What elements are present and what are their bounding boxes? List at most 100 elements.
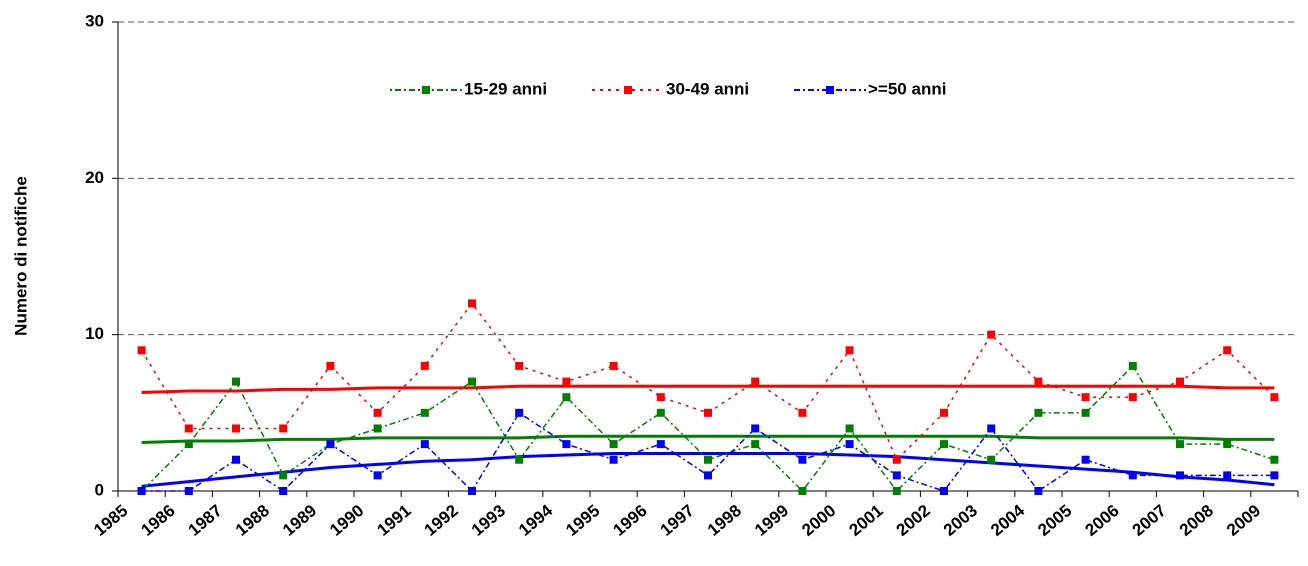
data-point [184, 487, 193, 495]
data-point [987, 455, 996, 464]
data-point [373, 471, 382, 480]
data-point [1176, 440, 1184, 449]
y-tick-label: 20 [85, 168, 104, 187]
data-point [468, 299, 476, 308]
data-point [1081, 455, 1090, 464]
data-point [845, 346, 854, 355]
data-point [751, 377, 760, 386]
data-point [751, 424, 760, 433]
legend-label: >=50 anni [868, 79, 946, 98]
data-point [1176, 377, 1184, 386]
data-point [940, 440, 948, 449]
x-tick-label: 1999 [751, 501, 792, 540]
data-point [1034, 408, 1043, 417]
x-tick-label: 1995 [562, 501, 603, 540]
data-point [137, 346, 146, 355]
data-point [184, 440, 193, 449]
data-point [1081, 408, 1090, 417]
data-point [845, 440, 854, 449]
data-point [420, 408, 429, 417]
x-tick-label: 1985 [90, 501, 131, 540]
data-point [1270, 471, 1279, 480]
data-point [1081, 393, 1090, 402]
data-point [656, 393, 665, 402]
data-point [609, 440, 618, 449]
x-tick-label: 1994 [515, 501, 557, 540]
data-point [279, 487, 288, 495]
x-tick-label: 1987 [185, 501, 226, 540]
legend-label: 15-29 anni [464, 79, 547, 98]
data-point [420, 440, 429, 449]
x-tick-label: 1997 [657, 501, 698, 540]
x-tick-label: 2006 [1081, 501, 1122, 540]
data-point [940, 408, 948, 417]
y-axis-label: Numero di notifiche [11, 176, 30, 336]
data-point [892, 471, 901, 480]
x-tick-label: 1998 [704, 501, 745, 540]
data-point [279, 471, 288, 480]
data-point [656, 408, 665, 417]
data-point [1128, 471, 1137, 480]
x-tick-label: 2004 [987, 501, 1029, 540]
data-point [515, 361, 524, 370]
data-point [562, 377, 571, 386]
data-point [1270, 393, 1279, 402]
x-tick-label: 1996 [609, 501, 650, 540]
data-point [420, 361, 429, 370]
data-point [1128, 393, 1137, 402]
x-tick-label: 2001 [845, 501, 886, 540]
y-tick-label: 10 [85, 324, 104, 343]
data-point [373, 424, 382, 433]
data-point [1034, 487, 1043, 495]
data-point [940, 487, 948, 495]
data-point [232, 377, 240, 386]
data-point [798, 455, 807, 464]
data-point [326, 361, 335, 370]
x-tick-label: 1992 [421, 501, 462, 540]
data-point [1270, 455, 1279, 464]
data-point [468, 487, 476, 495]
x-tick-label: 2009 [1223, 501, 1264, 540]
data-point [562, 393, 571, 402]
x-tick-label: 2005 [1034, 501, 1075, 540]
data-point [515, 455, 524, 464]
data-point [232, 455, 240, 464]
x-tick-label: 1990 [326, 501, 367, 540]
data-point [515, 408, 524, 417]
data-point [987, 424, 996, 433]
data-point [798, 487, 807, 495]
data-point [704, 455, 712, 464]
legend-marker [826, 86, 834, 94]
x-tick-label: 1988 [232, 501, 273, 540]
data-point [562, 440, 571, 449]
data-point [609, 361, 618, 370]
trend-line [141, 434, 1275, 445]
data-point [892, 487, 901, 495]
x-tick-label: 1986 [137, 501, 178, 540]
legend-marker [624, 86, 632, 94]
data-point [704, 408, 712, 417]
trend-line [141, 451, 1275, 488]
data-point [1176, 471, 1184, 480]
data-point [845, 424, 854, 433]
data-point [798, 408, 807, 417]
x-tick-label: 2000 [798, 501, 839, 540]
data-point [892, 455, 901, 464]
x-tick-label: 2007 [1129, 501, 1170, 540]
x-tick-label: 1993 [468, 501, 509, 540]
data-point [609, 455, 618, 464]
data-point [373, 408, 382, 417]
data-point [987, 330, 996, 339]
data-point [1223, 471, 1232, 480]
data-point [232, 424, 240, 433]
y-tick-label: 0 [95, 480, 104, 499]
x-tick-label: 2008 [1176, 501, 1217, 540]
trend-line [141, 384, 1275, 395]
y-tick-label: 30 [85, 11, 104, 30]
legend-label: 30-49 anni [666, 79, 749, 98]
data-point [326, 440, 335, 449]
data-point [1128, 361, 1137, 370]
legend-marker [422, 86, 430, 94]
data-point [468, 377, 476, 386]
